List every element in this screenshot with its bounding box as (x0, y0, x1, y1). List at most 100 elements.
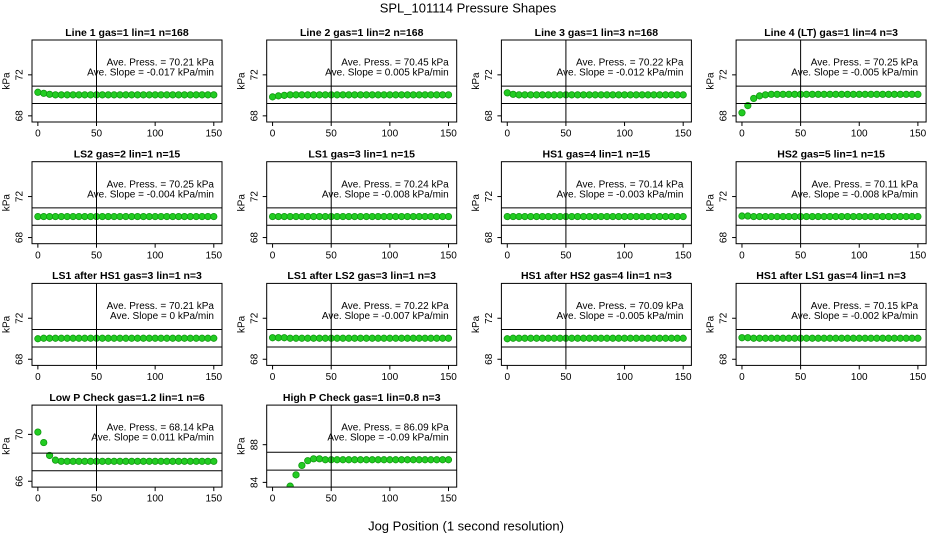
x-tick-label: 150 (910, 250, 927, 261)
annotation: Ave. Press. = 70.09 kPa (576, 301, 684, 312)
panel-title: LS2 gas=2 lin=1 n=15 (74, 148, 181, 160)
data-point (397, 212, 406, 221)
data-point (620, 212, 629, 221)
data-point (884, 334, 893, 342)
points (34, 334, 218, 343)
y-tick-label: 72 (719, 191, 730, 203)
data-point (292, 91, 300, 99)
data-point (45, 334, 54, 342)
data-point (409, 456, 417, 464)
data-point (186, 91, 194, 99)
data-point (339, 91, 347, 99)
data-point (403, 456, 412, 464)
data-point (104, 91, 112, 99)
plot-frame (31, 39, 223, 123)
data-point (902, 90, 910, 98)
annotation: Ave. Press. = 70.24 kPa (341, 179, 449, 190)
data-point (738, 334, 746, 342)
data-point (785, 334, 793, 342)
data-point (386, 91, 394, 99)
data-point (116, 212, 124, 221)
data-point (57, 334, 65, 342)
panel: LS1 after HS1 gas=3 lin=1 n=3 kPa Ave. Pre… (2, 270, 223, 383)
data-point (397, 91, 406, 99)
annotation: Ave. Slope = -0.017 kPa/min (87, 68, 214, 79)
y-tick-label: 72 (15, 69, 26, 81)
y-tick-label: 72 (249, 312, 260, 324)
data-point (591, 334, 599, 342)
data-point (433, 456, 441, 464)
data-point (661, 91, 670, 99)
data-point (744, 212, 752, 220)
data-point (603, 334, 611, 342)
data-point (843, 212, 852, 221)
data-point (873, 212, 881, 221)
data-point (890, 212, 899, 221)
data-point (169, 334, 177, 342)
data-point (650, 212, 658, 221)
data-point (204, 457, 212, 465)
x-tick-label: 100 (382, 129, 399, 140)
annotation: Ave. Slope = -0.003 kPa/min (557, 189, 684, 200)
data-point (69, 334, 77, 342)
data-point (585, 334, 593, 342)
data-point (509, 212, 517, 221)
data-point (151, 91, 159, 99)
annotation: Ave. Press. = 70.11 kPa (811, 179, 918, 190)
panel: Line 1 gas=1 lin=1 n=168 kPa Ave. Press. =… (2, 27, 223, 140)
data-point (280, 212, 288, 221)
x-tick-label: 0 (35, 494, 41, 505)
data-point (433, 212, 441, 221)
x-tick-label: 150 (440, 372, 457, 383)
data-point (814, 212, 822, 221)
data-point (386, 212, 394, 221)
data-point (439, 456, 447, 464)
data-point (814, 334, 822, 342)
y-tick-label: 70 (15, 428, 26, 440)
plot-frame (31, 161, 223, 245)
x-tick-label: 150 (675, 372, 692, 383)
data-point (210, 457, 218, 465)
data-point (339, 334, 347, 342)
data-point (890, 334, 899, 342)
data-point (515, 334, 523, 342)
data-point (110, 91, 118, 99)
data-point (832, 212, 840, 221)
x-tick-label: 150 (440, 494, 457, 505)
data-point (75, 334, 83, 342)
data-point (151, 334, 159, 342)
data-point (57, 91, 65, 99)
data-point (820, 334, 828, 342)
data-point (192, 457, 200, 465)
data-point (110, 457, 118, 465)
data-point (661, 212, 670, 221)
x-tick-label: 50 (326, 494, 338, 505)
plot-frame (266, 404, 458, 488)
points (34, 88, 218, 99)
data-point (574, 91, 582, 99)
data-point (157, 91, 165, 99)
data-point (415, 91, 423, 99)
data-point (186, 457, 194, 465)
annotation: Ave. Slope = -0.008 kPa/min (791, 189, 918, 200)
x-tick-label: 100 (382, 372, 399, 383)
data-point (345, 334, 353, 342)
annotation: Ave. Slope = -0.004 kPa/min (87, 189, 214, 200)
plot-frame (500, 282, 692, 366)
annotation: Ave. Slope = 0.005 kPa/min (325, 68, 449, 79)
data-point (884, 90, 893, 98)
data-point (145, 457, 153, 465)
data-point (315, 91, 324, 99)
data-point (315, 212, 324, 221)
data-point (392, 456, 400, 464)
y-tick-label: 72 (484, 312, 495, 324)
data-point (597, 212, 605, 221)
data-point (268, 212, 277, 221)
data-point (345, 212, 353, 221)
data-point (538, 212, 547, 221)
annotation: Ave. Slope = 0 kPa/min (110, 311, 214, 322)
annotation: Ave. Press. = 70.21 kPa (107, 301, 215, 312)
data-point (750, 212, 758, 221)
data-point (210, 334, 218, 342)
data-point (157, 457, 165, 465)
